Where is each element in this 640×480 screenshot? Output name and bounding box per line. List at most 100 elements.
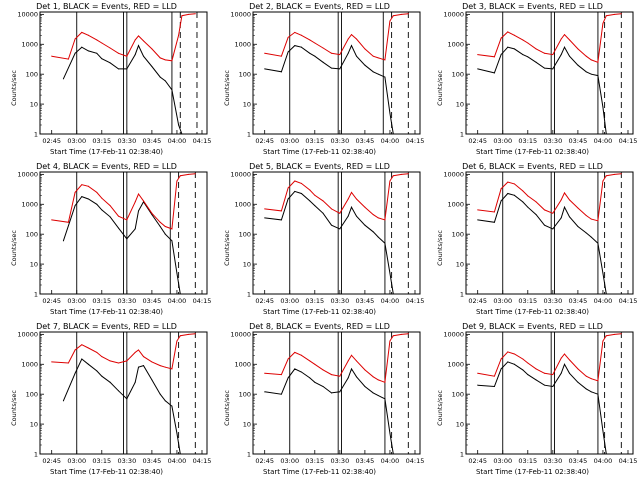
x-tick-label: 03:30	[543, 137, 562, 145]
data-point-events	[109, 381, 111, 383]
y-tick-label: 10000	[17, 11, 38, 19]
data-point-lld	[101, 197, 103, 199]
x-tick-label: 03:15	[92, 297, 111, 305]
data-point-lld	[143, 200, 145, 202]
data-point-lld	[597, 61, 599, 63]
data-point-lld	[126, 360, 128, 362]
y-tick-label: 1	[460, 450, 464, 458]
data-point-lld	[620, 333, 622, 335]
data-point-lld	[176, 340, 178, 342]
data-point-lld	[407, 173, 409, 175]
data-point-lld	[605, 335, 607, 337]
data-point-lld	[314, 194, 316, 196]
detector-panel-2: Det 2, BLACK = Events, RED = LLD Counts/s…	[213, 0, 426, 160]
x-axis-label: Start Time (17-Feb-11 02:38:40)	[49, 148, 164, 156]
plot-area: 1 10 100 1000 10000 02:45 03:00 03:15 03:30 03:45…	[17, 171, 212, 305]
x-tick-label: 03:15	[518, 297, 537, 305]
data-point-lld	[493, 375, 495, 377]
y-tick-label: 100	[26, 70, 38, 78]
data-point-lld	[339, 212, 341, 214]
data-point-lld	[179, 175, 181, 177]
x-tick-label: 04:15	[619, 137, 638, 145]
data-point-lld	[178, 34, 180, 36]
data-point-events	[126, 398, 128, 400]
data-point-lld	[364, 206, 366, 208]
data-point-lld	[322, 200, 324, 202]
data-point-events	[372, 392, 374, 394]
data-point-events	[477, 384, 479, 386]
data-point-events	[164, 80, 166, 82]
detector-panel-8: Det 8, BLACK = Events, RED = LLD Counts/s…	[213, 320, 426, 480]
data-point-lld	[347, 198, 349, 200]
series-line-events	[264, 44, 394, 135]
data-point-events	[477, 219, 479, 221]
data-point-events	[543, 67, 545, 69]
data-point-lld	[309, 360, 311, 362]
x-axis-label: Start Time (17-Feb-11 02:38:40)	[475, 308, 590, 316]
data-point-events	[280, 71, 282, 73]
x-tick-label: 03:00	[493, 137, 512, 145]
data-point-lld	[614, 333, 616, 335]
data-point-lld	[159, 57, 161, 59]
data-point-lld	[407, 333, 409, 335]
x-tick-label: 04:15	[193, 297, 212, 305]
data-point-lld	[535, 201, 537, 203]
data-point-lld	[356, 198, 358, 200]
data-point-events	[294, 368, 296, 370]
data-point-events	[181, 133, 183, 135]
data-point-lld	[602, 340, 604, 342]
plot-area: 1 10 100 1000 10000 02:45 03:00 03:15 03:30 03:45…	[17, 11, 211, 145]
data-point-lld	[401, 173, 403, 175]
data-point-lld	[356, 360, 358, 362]
data-point-lld	[194, 13, 196, 15]
data-point-events	[171, 89, 173, 91]
data-point-events	[62, 240, 64, 242]
data-point-lld	[179, 335, 181, 337]
data-point-events	[477, 68, 479, 70]
data-point-lld	[392, 175, 394, 177]
data-point-events	[309, 52, 311, 54]
y-tick-label: 1000	[234, 361, 251, 369]
x-tick-label: 04:15	[406, 297, 425, 305]
data-point-lld	[51, 361, 53, 363]
x-tick-label: 04:00	[381, 137, 400, 145]
data-point-lld	[264, 52, 266, 54]
data-point-lld	[138, 35, 140, 37]
data-point-lld	[67, 58, 69, 60]
x-tick-label: 03:45	[143, 297, 162, 305]
data-point-events	[597, 242, 599, 244]
data-point-events	[535, 379, 537, 381]
data-point-lld	[585, 375, 587, 377]
data-point-lld	[151, 48, 153, 50]
data-point-lld	[377, 379, 379, 381]
data-point-lld	[126, 219, 128, 221]
data-point-lld	[81, 184, 83, 186]
data-point-lld	[564, 192, 566, 194]
data-point-lld	[351, 191, 353, 193]
axes-frame	[252, 331, 421, 455]
data-point-lld	[527, 362, 529, 364]
data-point-events	[138, 366, 140, 368]
data-point-events	[87, 198, 89, 200]
data-point-events	[356, 376, 358, 378]
data-point-lld	[364, 369, 366, 371]
y-tick-label: 10000	[17, 331, 38, 339]
data-point-lld	[513, 353, 515, 355]
x-tick-label: 03:30	[543, 457, 562, 465]
data-point-events	[134, 228, 136, 230]
axes-frame	[465, 11, 634, 135]
data-point-events	[513, 48, 515, 50]
data-point-events	[513, 194, 515, 196]
data-point-lld	[507, 31, 509, 33]
data-point-lld	[81, 344, 83, 346]
data-point-lld	[339, 375, 341, 377]
x-tick-label: 02:45	[468, 457, 487, 465]
data-point-events	[384, 76, 386, 78]
data-point-lld	[117, 215, 119, 217]
y-tick-label: 1000	[447, 41, 464, 49]
data-point-events	[590, 73, 592, 75]
data-point-lld	[513, 183, 515, 185]
data-point-lld	[477, 209, 479, 211]
data-point-lld	[577, 48, 579, 50]
